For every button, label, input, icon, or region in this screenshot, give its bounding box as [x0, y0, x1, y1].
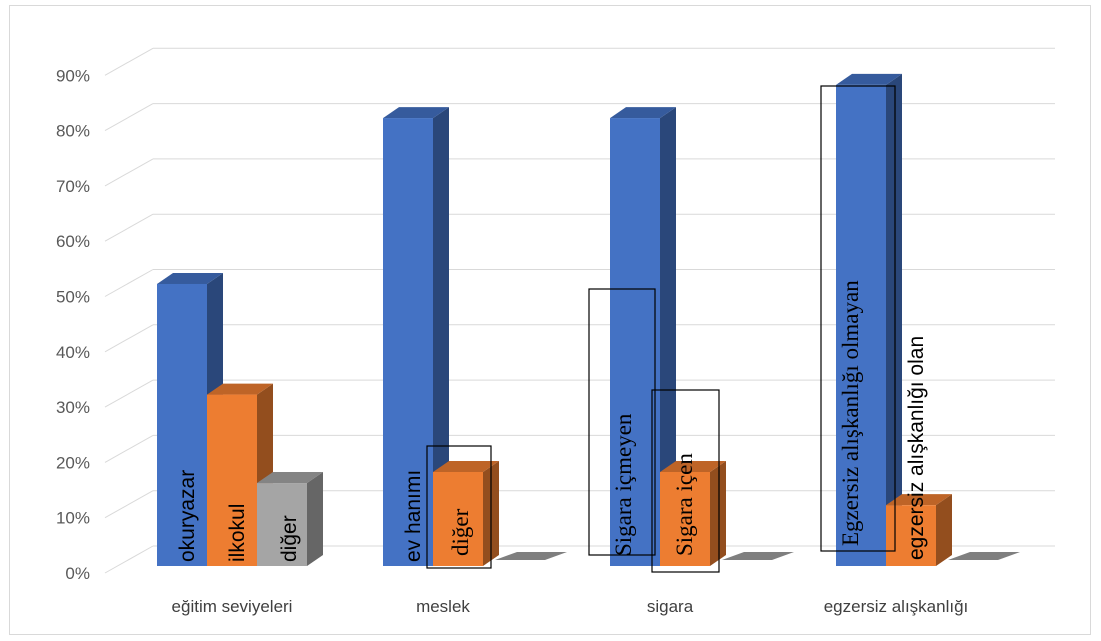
gridline-diagonal — [104, 103, 154, 132]
x-category-label: sigara — [647, 597, 694, 616]
label-box — [588, 288, 656, 556]
y-tick-label: 90% — [56, 66, 90, 85]
bar-label: Sigara içmeyen — [588, 288, 656, 556]
bar — [948, 552, 1020, 560]
bar-label-text: Sigara içmeyen — [611, 413, 636, 556]
bar-label: Sigara içen — [651, 389, 720, 573]
bar-label: ev hanımı — [402, 470, 425, 562]
gridline-diagonal — [104, 158, 154, 187]
gridline-diagonal — [104, 269, 154, 297]
bar-label: diğer — [278, 515, 301, 562]
bar-top — [836, 73, 902, 85]
label-box — [426, 445, 492, 569]
bar-top — [157, 272, 223, 284]
bar-label-text: diğer — [278, 515, 301, 562]
bar-side — [660, 107, 676, 566]
bar-top — [257, 472, 323, 484]
bar-front — [433, 471, 483, 566]
bar-front — [383, 118, 433, 566]
bar-label-text: Sigara içen — [672, 453, 697, 556]
label-box — [651, 389, 720, 573]
bar-label-text: Egzersiz alışkanlığı olmayan — [838, 280, 863, 546]
y-tick-label: 40% — [56, 343, 90, 362]
bar — [383, 107, 449, 566]
bar-label-text: ev hanımı — [402, 470, 425, 562]
y-tick-label: 70% — [56, 177, 90, 196]
gridline-diagonal — [104, 324, 154, 353]
bar-side — [936, 494, 952, 566]
bar-label-text: egzersiz alışkanlığı olan — [905, 336, 928, 560]
bar-label: egzersiz alışkanlığı olan — [905, 336, 928, 560]
bar-zero — [495, 552, 567, 560]
bar — [836, 73, 902, 566]
y-tick-label: 0% — [65, 564, 90, 583]
gridline-diagonal — [104, 213, 154, 242]
bar-front — [836, 84, 886, 566]
y-tick-label: 30% — [56, 398, 90, 417]
bar — [495, 552, 567, 560]
bar-label: diğer — [426, 445, 492, 569]
bar-zero — [948, 552, 1020, 560]
bar — [722, 552, 794, 560]
bar-front — [157, 283, 207, 566]
bar-side — [307, 472, 323, 566]
bar — [433, 460, 499, 566]
bar-side — [433, 107, 449, 566]
x-category-label: egzersiz alışkanlığı — [824, 597, 969, 616]
bar — [257, 472, 323, 566]
bar-top — [660, 460, 726, 472]
label-box — [820, 85, 896, 552]
bar — [660, 460, 726, 566]
y-tick-label: 60% — [56, 232, 90, 251]
bar-top — [433, 460, 499, 472]
bar-front — [886, 505, 936, 566]
gridline-diagonal — [104, 545, 154, 574]
y-tick-label: 80% — [56, 122, 90, 141]
bar-top — [610, 107, 676, 119]
bar-top — [886, 494, 952, 506]
bar-zero — [722, 552, 794, 560]
gridline-diagonal — [104, 434, 154, 463]
bar-labels: okuryazar ilkokul diğer ev hanımı diğer Sigar… — [176, 85, 928, 573]
bar — [886, 494, 952, 566]
x-category-label: meslek — [416, 597, 470, 616]
bar-side — [886, 73, 902, 566]
y-tick-label: 10% — [56, 509, 90, 528]
x-axis-categories: eğitim seviyeleri meslek sigara egzersiz al… — [172, 597, 969, 616]
y-tick-label: 50% — [56, 288, 90, 307]
gridline-diagonal — [104, 47, 154, 76]
gridline-diagonal — [104, 379, 154, 408]
bar-label-text: ilkokul — [226, 504, 249, 562]
bar-top — [383, 107, 449, 119]
x-category-label: eğitim seviyeleri — [172, 597, 293, 616]
y-axis-ticks: 0% 10% 20% 30% 40% 50% 60% 70% 80% 90% — [56, 66, 90, 583]
bar-label: Egzersiz alışkanlığı olmayan — [820, 85, 896, 552]
gridline-diagonal — [104, 490, 154, 519]
bar-label: ilkokul — [226, 504, 249, 562]
bar-front — [257, 483, 307, 566]
bars — [157, 73, 1020, 566]
bar-front — [207, 394, 257, 566]
bar-top — [207, 383, 273, 395]
bar-label: okuryazar — [176, 470, 199, 562]
y-tick-label: 20% — [56, 453, 90, 472]
bar-label-text: diğer — [448, 508, 473, 556]
bar-label-text: okuryazar — [176, 470, 199, 562]
bar-front — [660, 471, 710, 566]
bar-side — [710, 460, 726, 566]
